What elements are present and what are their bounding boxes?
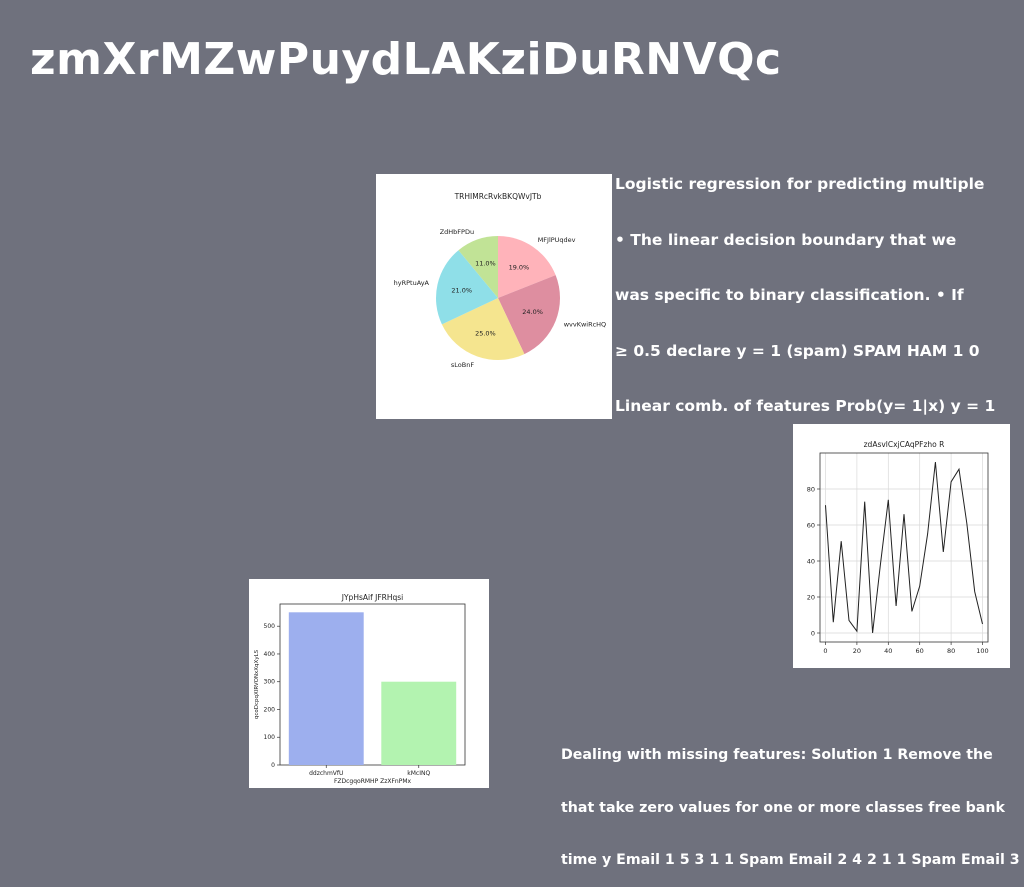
pie-value-label: 25.0% [475, 330, 496, 338]
pie-category-label: MFJlPUqdev [538, 236, 576, 244]
text-line: • The linear decision boundary that we [615, 230, 957, 249]
text-block-logistic-regression: Logistic regression for predicting multi… [615, 138, 995, 434]
line-chart-panel: zdAsvlCxjCAqPFzho R 0 20 40 60 80 100 0 20 40 60 80 [793, 424, 1010, 668]
y-tick-label: 400 [264, 651, 276, 658]
bar-chart: JYpHsAif JFRHqsi ddzchmVfU kMcINQ 0 100 200 30… [254, 593, 466, 785]
y-tick-label: 0 [811, 629, 815, 637]
text-line: ≥ 0.5 declare y = 1 (spam) SPAM HAM 1 0 [615, 341, 980, 360]
text-line: that take zero values for one or more cl… [561, 799, 1005, 816]
x-tick-label: ddzchmVfU [309, 770, 343, 777]
y-tick-label: 100 [264, 734, 276, 741]
pie-category-label: sLoBnF [451, 361, 474, 369]
text-line: time y Email 1 5 3 1 1 Spam Email 2 4 2 … [561, 852, 1024, 868]
slide-title: zmXrMZwPuydLAKziDuRNVQc [30, 34, 782, 85]
pie-slice [435, 250, 498, 325]
pie-slice [498, 275, 561, 355]
line-chart: zdAsvlCxjCAqPFzho R 0 20 40 60 80 100 0 20 40 60 80 [807, 440, 989, 655]
bar-chart-panel: JYpHsAif JFRHqsi ddzchmVfU kMcINQ 0 100 200 30… [249, 579, 489, 788]
pie-category-label: wvvKwiRcHQ [564, 321, 607, 329]
pie-slice [498, 236, 556, 298]
y-tick-label: 0 [271, 762, 275, 769]
pie-category-label: hyRPtuAyA [394, 279, 430, 287]
pie-value-label: 24.0% [522, 308, 543, 316]
text-line: Dealing with missing features: Solution … [561, 747, 993, 763]
bar [288, 612, 364, 765]
chart-title: JYpHsAif JFRHqsi [341, 593, 403, 602]
pie-slice [441, 298, 525, 361]
x-axis-label: FZDcgqoRMHP ZzXFnPMx [334, 778, 412, 785]
y-tick-label: 20 [807, 593, 815, 601]
pie-value-label: 19.0% [509, 264, 530, 272]
chart-title: TRHIMRcRvkBKQWvJTb [454, 192, 542, 201]
y-axis-label: qcoDcpqXIRVONxXqXyLS [254, 649, 260, 719]
x-tick-label: 40 [884, 647, 892, 655]
x-tick-label: kMcINQ [407, 770, 430, 777]
x-tick-label: 60 [916, 647, 924, 655]
x-tick-label: 100 [976, 647, 988, 655]
bar [381, 681, 457, 765]
pie-value-label: 21.0% [451, 286, 472, 294]
y-tick-label: 200 [264, 706, 276, 713]
y-tick-label: 500 [264, 623, 276, 630]
y-tick-label: 60 [807, 521, 815, 529]
pie-chart-panel: TRHIMRcRvkBKQWvJTb 19.0% MFJlPUqdev 24.0% wv… [376, 174, 612, 419]
y-tick-label: 80 [807, 485, 815, 493]
pie-chart: TRHIMRcRvkBKQWvJTb 19.0% MFJlPUqdev 24.0% wv… [394, 192, 607, 369]
plot-frame [279, 603, 466, 766]
series-line [825, 461, 983, 634]
pie-value-label: 11.0% [475, 260, 496, 268]
text-line: was specific to binary classification. •… [615, 286, 964, 304]
y-tick-label: 40 [807, 557, 815, 565]
pie-category-label: ZdHbFPDu [440, 228, 474, 236]
plot-frame [819, 452, 989, 643]
pie-slice [458, 236, 498, 298]
y-tick-label: 300 [264, 679, 276, 686]
x-tick-label: 0 [823, 647, 827, 655]
text-line: Linear comb. of features Prob(y= 1|x) y … [615, 397, 996, 415]
chart-title: zdAsvlCxjCAqPFzho R [864, 440, 945, 449]
x-tick-label: 80 [947, 647, 955, 655]
x-tick-label: 20 [853, 647, 861, 655]
text-line: Logistic regression for predicting multi… [615, 175, 985, 193]
text-block-missing-features: Dealing with missing features: Solution … [561, 712, 1024, 887]
